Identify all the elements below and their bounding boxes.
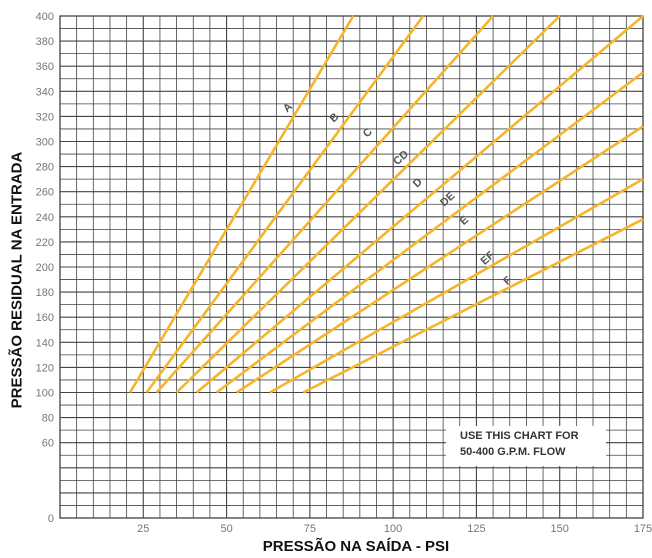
y-tick-label: 340: [36, 86, 54, 98]
series-lines: [128, 15, 644, 394]
y-axis-title-wrap: PRESSÃO RESIDUAL NA ENTRADA: [2, 90, 32, 470]
y-tick-label: 180: [36, 287, 54, 299]
chart-note-line-2: 50-400 G.P.M. FLOW: [460, 446, 566, 458]
series-line-e: [235, 125, 644, 394]
y-tick-label: 120: [36, 362, 54, 374]
x-tick-label: 75: [304, 523, 316, 535]
series-line-d: [195, 15, 644, 394]
y-tick-label: 300: [36, 137, 54, 149]
series-line-cd: [175, 15, 561, 394]
series-line-de: [215, 71, 644, 394]
x-tick-label: 125: [467, 523, 485, 535]
y-tick-label: 380: [36, 36, 54, 48]
x-tick-label: 100: [384, 523, 402, 535]
x-axis-title: PRESSÃO NA SAÍDA - PSI: [262, 538, 450, 555]
y-tick-label: 100: [36, 388, 54, 400]
y-tick-label: 320: [36, 111, 54, 123]
y-tick-label: 0: [48, 513, 54, 525]
y-tick-label: 400: [36, 11, 54, 23]
series-line-a: [128, 15, 355, 394]
x-tick-label: 50: [220, 523, 232, 535]
y-tick-labels: 0 60 80 100 120 140 160 180 200 220 240 260 280 300 32…: [36, 11, 54, 525]
chart-note-line-1: USE THIS CHART FOR: [460, 430, 579, 442]
y-tick-label: 240: [36, 212, 54, 224]
y-tick-label: 220: [36, 237, 54, 249]
y-tick-label: 260: [36, 187, 54, 199]
y-tick-label: 280: [36, 162, 54, 174]
series-line-f: [302, 218, 644, 394]
y-tick-label: 60: [42, 438, 54, 450]
grid: [59, 15, 644, 519]
chart-note: USE THIS CHART FOR 50-400 G.P.M. FLOW: [446, 426, 606, 466]
y-tick-label: 360: [36, 61, 54, 73]
series-line-c: [155, 15, 495, 394]
x-tick-label: 25: [137, 523, 149, 535]
y-tick-label: 200: [36, 262, 54, 274]
y-tick-label: 140: [36, 337, 54, 349]
x-tick-labels: 25 50 75 100 125 150 175: [137, 523, 652, 535]
y-tick-label: 160: [36, 312, 54, 324]
x-tick-label: 175: [634, 523, 652, 535]
x-tick-label: 150: [551, 523, 569, 535]
y-axis-title: PRESSÃO RESIDUAL NA ENTRADA: [8, 151, 26, 409]
y-tick-label: 80: [42, 413, 54, 425]
series-line-b: [145, 15, 425, 394]
series-line-ef: [269, 177, 644, 394]
